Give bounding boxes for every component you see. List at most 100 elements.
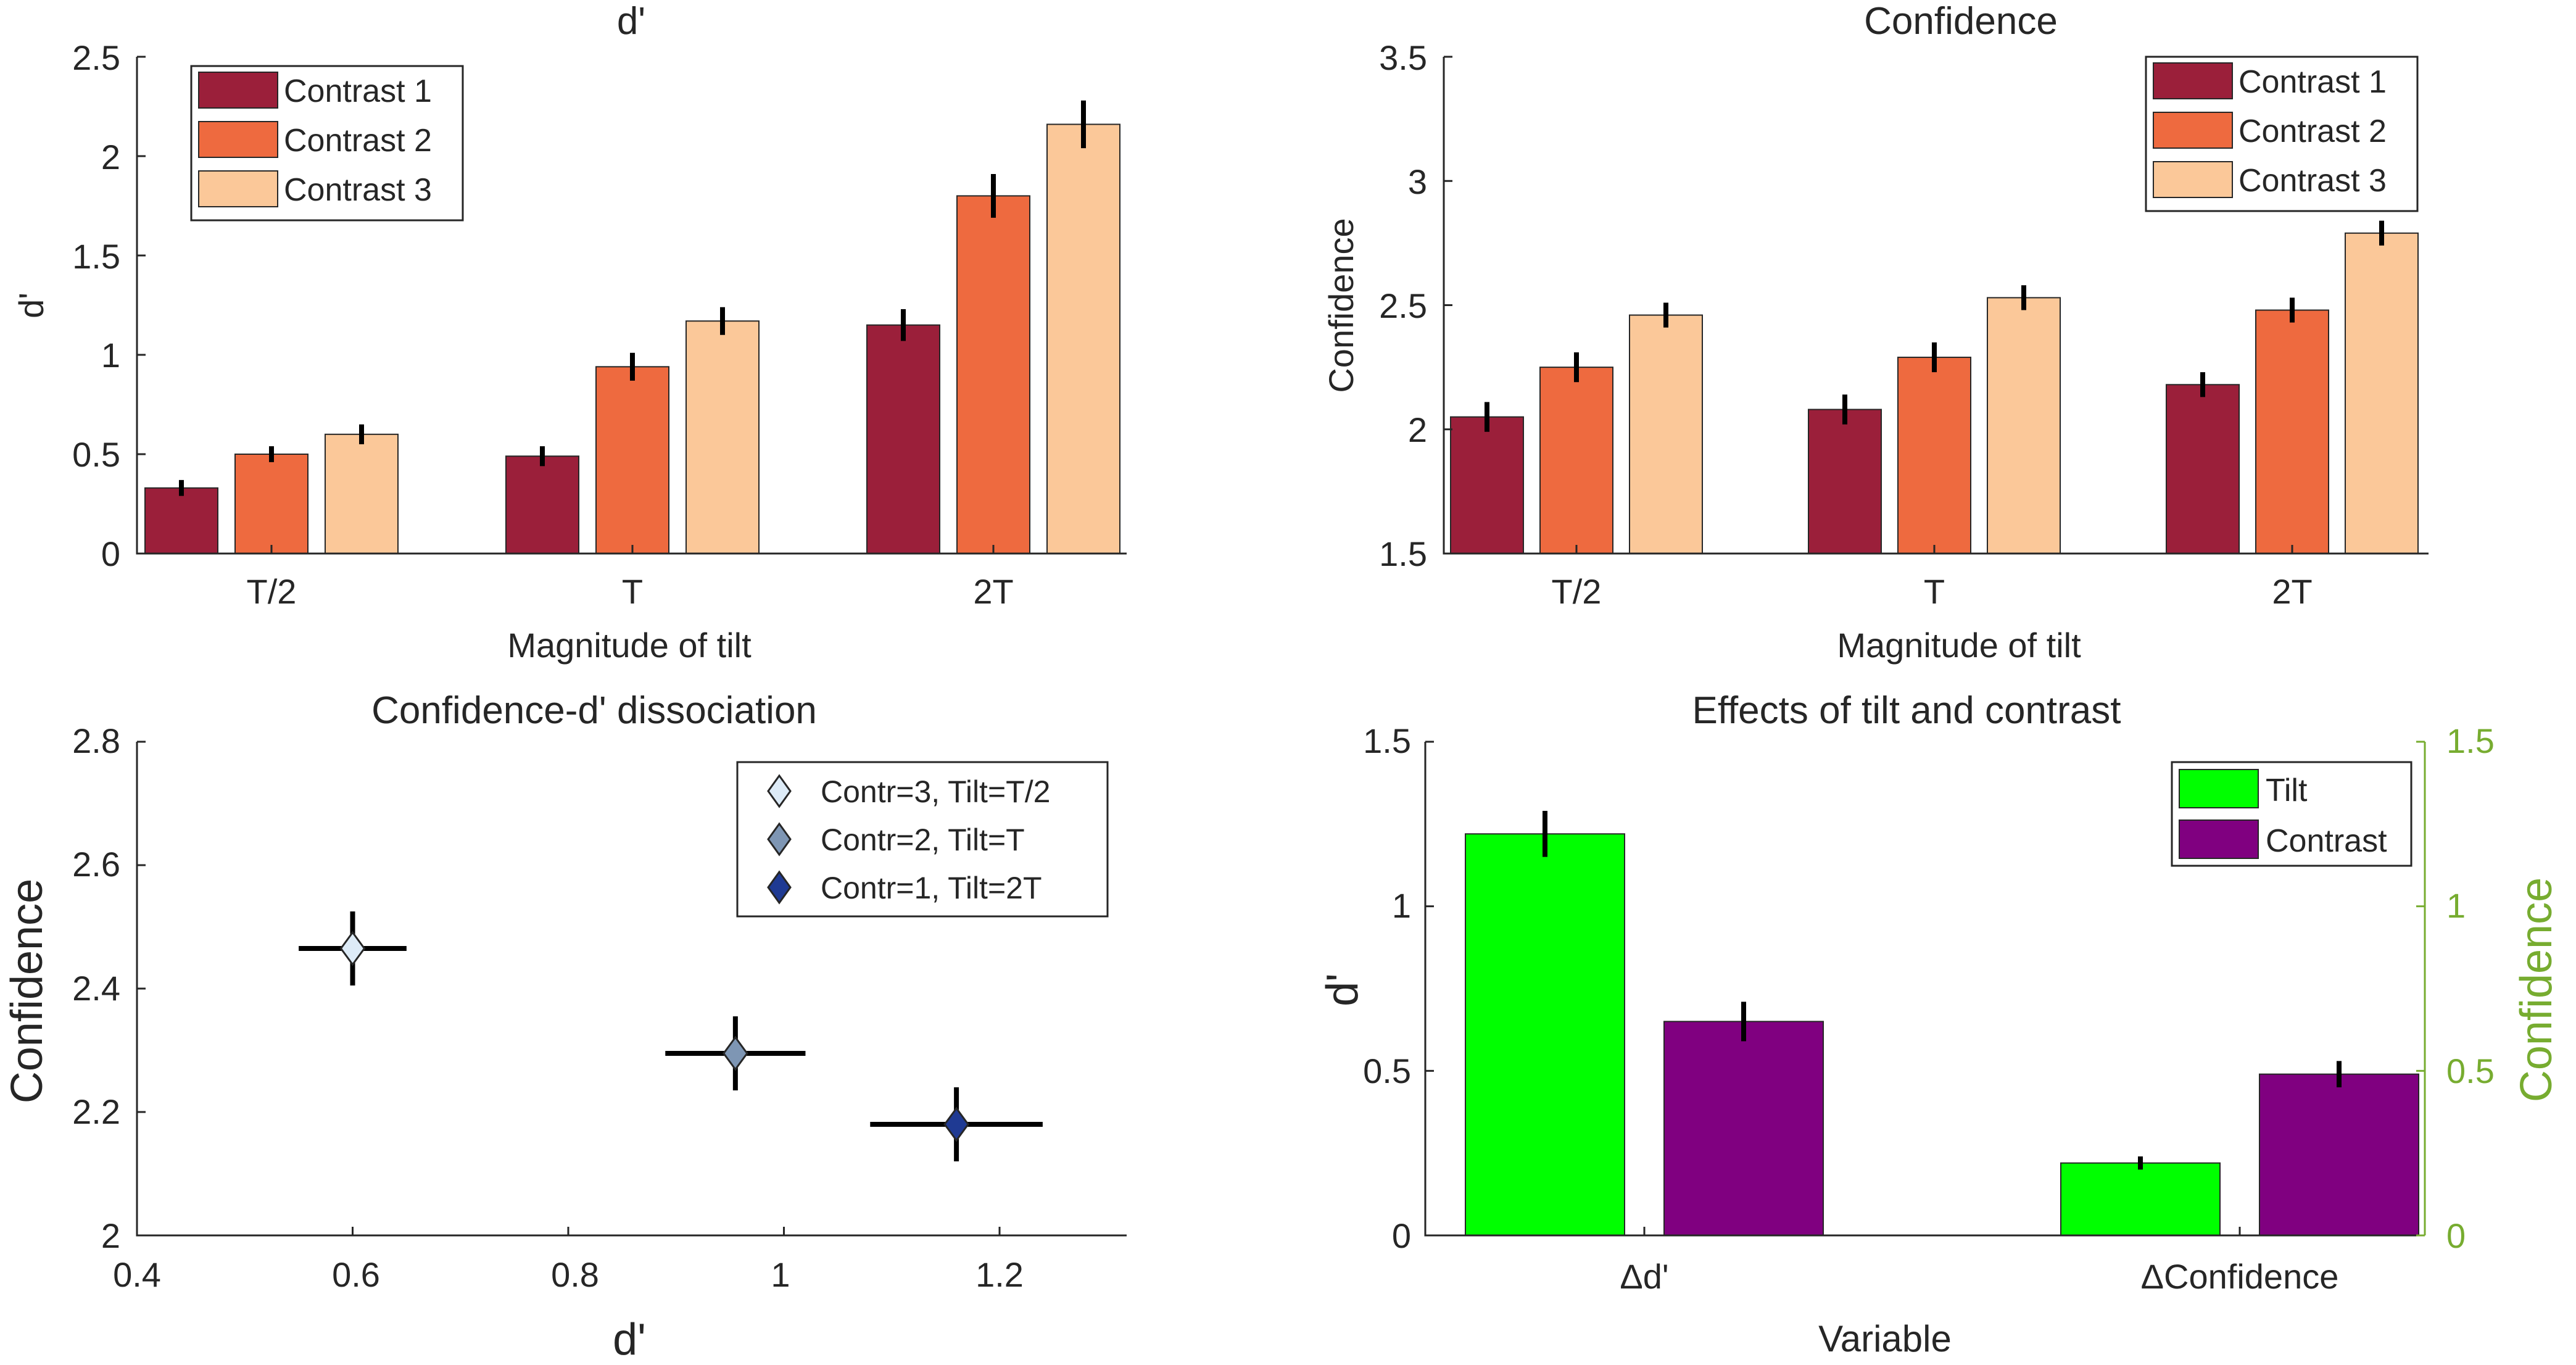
bar-contrast-1 <box>1450 416 1524 554</box>
ytick-label: 0 <box>101 534 120 573</box>
bar-contrast-2 <box>956 195 1030 554</box>
panel-effects-ylabel: d' <box>1318 973 1367 1006</box>
panel-effects-ytick-labels-right: 0 0.5 1 1.5 <box>2446 721 2495 1255</box>
ytick-label: 1.5 <box>72 237 120 276</box>
panel-confidence-title: Confidence <box>1864 0 2058 43</box>
panel-effects: Effects of tilt and contrast d' Confiden… <box>1318 689 2561 1359</box>
panel-dprime: d' d' Magnitude of tilt 0 0.5 1 1.5 2 2.… <box>12 0 1127 665</box>
panel-dprime-ylabel: d' <box>12 292 51 318</box>
bar-contrast-3 <box>325 433 399 554</box>
xtick-label: 0.4 <box>113 1255 161 1294</box>
xtick-label: 0.8 <box>551 1255 599 1294</box>
legend-swatch-contrast-1 <box>198 72 278 109</box>
bar-tilt <box>2060 1162 2221 1236</box>
bar-contrast-1 <box>2166 384 2240 554</box>
bar-contrast-2 <box>595 366 669 554</box>
panel-dprime-xlabel: Magnitude of tilt <box>507 626 752 665</box>
bar-contrast-2 <box>1539 367 1613 554</box>
legend-swatch-contrast-3 <box>2153 161 2233 198</box>
panel-confidence-ticks <box>1444 56 2293 555</box>
ytick-label: 2 <box>101 1216 120 1255</box>
panel-confidence-xtick-labels: T/2 T 2T <box>1552 572 2313 611</box>
ytick-label: 3 <box>1408 162 1427 201</box>
panel-dissociation-title: Confidence-d' dissociation <box>371 689 817 732</box>
legend-label-3: Contr=1, Tilt=2T <box>821 871 1042 905</box>
panel-confidence-bars <box>1450 220 2419 555</box>
panel-dissociation-ytick-labels: 2 2.2 2.4 2.6 2.8 <box>72 721 120 1255</box>
ytick-label-right: 1.5 <box>2446 721 2495 760</box>
ytick-label: 2 <box>1408 410 1427 449</box>
legend-label-1: Contr=3, Tilt=T/2 <box>821 774 1050 809</box>
legend-label-contrast-3: Contrast 3 <box>2238 163 2387 199</box>
legend-swatch-contrast-2 <box>2153 112 2233 149</box>
bar-contrast-1 <box>1808 409 1882 554</box>
legend-swatch-contrast <box>2179 819 2259 859</box>
ytick-label: 3.5 <box>1379 38 1427 77</box>
legend-marker-3 <box>767 870 792 905</box>
bar-tilt <box>1465 833 1625 1237</box>
xtick-label: 1 <box>771 1255 790 1294</box>
panel-dprime-xtick-labels: T/2 T 2T <box>247 572 1014 611</box>
xtick-label: T/2 <box>247 572 297 611</box>
legend-label-contrast-1: Contrast 1 <box>2238 64 2387 100</box>
panel-confidence-xlabel: Magnitude of tilt <box>1837 626 2081 665</box>
bar-contrast-3 <box>1629 314 1703 554</box>
panel-effects-ylabel-right: Confidence <box>2512 877 2561 1102</box>
legend-label-contrast-2: Contrast 2 <box>2238 114 2387 149</box>
ytick-label-right: 0.5 <box>2446 1052 2495 1090</box>
legend-label-2: Contr=2, Tilt=T <box>821 823 1025 857</box>
panel-dissociation-points <box>299 911 1043 1161</box>
legend-label-tilt: Tilt <box>2266 773 2308 808</box>
panel-dissociation-xlabel: d' <box>613 1315 646 1364</box>
legend-swatch-contrast-1 <box>2153 62 2233 99</box>
ytick-label-right: 0 <box>2446 1216 2466 1255</box>
bar-contrast-3 <box>1987 297 2061 554</box>
bar-contrast-1 <box>144 487 218 554</box>
panel-dissociation-ylabel: Confidence <box>2 879 52 1103</box>
ytick-label: 0.5 <box>1363 1052 1411 1090</box>
panel-dissociation-legend: Contr=3, Tilt=T/2 Contr=2, Tilt=T Contr=… <box>736 761 1109 918</box>
legend-label-contrast-1: Contrast 1 <box>284 73 432 109</box>
panel-dprime-ytick-labels: 0 0.5 1 1.5 2 2.5 <box>72 38 120 573</box>
panel-confidence: Confidence Confidence Magnitude of tilt … <box>1322 0 2429 665</box>
panel-dprime-title: d' <box>617 0 645 43</box>
ytick-label: 2.5 <box>1379 286 1427 325</box>
panel-effects-xtick-labels: Δd' ΔConfidence <box>1620 1257 2338 1296</box>
xtick-label: T <box>622 572 643 611</box>
xtick-label: 2T <box>2272 572 2312 611</box>
bar-contrast-3 <box>2345 232 2419 554</box>
bar-contrast-3 <box>1046 123 1120 555</box>
panel-effects-bars <box>1465 811 2419 1237</box>
ytick-label: 1.5 <box>1379 534 1427 573</box>
xtick-label: Δd' <box>1620 1257 1668 1296</box>
bar-contrast <box>1663 1021 1824 1237</box>
legend-marker-1 <box>767 774 792 808</box>
legend-swatch-contrast-3 <box>198 170 278 207</box>
panel-confidence-legend: Contrast 1 Contrast 2 Contrast 3 <box>2145 56 2419 212</box>
panel-dissociation-xtick-labels: 0.4 0.6 0.8 1 1.2 <box>113 1255 1024 1294</box>
bar-contrast-3 <box>685 320 760 554</box>
xtick-label: 1.2 <box>975 1255 1024 1294</box>
ytick-label: 2.2 <box>72 1092 120 1131</box>
panel-effects-title: Effects of tilt and contrast <box>1692 689 2121 732</box>
panel-effects-xlabel: Variable <box>1818 1318 1952 1359</box>
panel-dprime-ticks <box>137 56 995 555</box>
ytick-label: 1.5 <box>1363 721 1411 760</box>
xtick-label: ΔConfidence <box>2141 1257 2339 1296</box>
xtick-label: T/2 <box>1552 572 1602 611</box>
xtick-label: T <box>1924 572 1945 611</box>
bar-contrast-2 <box>2255 309 2329 554</box>
bar-contrast-2 <box>1897 357 1971 555</box>
xtick-label: 2T <box>973 572 1013 611</box>
legend-swatch-contrast-2 <box>198 121 278 158</box>
ytick-label: 0.5 <box>72 435 120 474</box>
panel-confidence-ytick-labels: 1.5 2 2.5 3 3.5 <box>1379 38 1427 573</box>
panel-dprime-bars <box>144 100 1120 555</box>
ytick-label: 1 <box>1392 886 1411 925</box>
legend-box <box>736 761 1109 918</box>
ytick-label: 1 <box>101 336 120 375</box>
point-marker <box>339 931 366 966</box>
bar-contrast-1 <box>866 324 940 554</box>
legend-swatch-tilt <box>2179 769 2259 808</box>
